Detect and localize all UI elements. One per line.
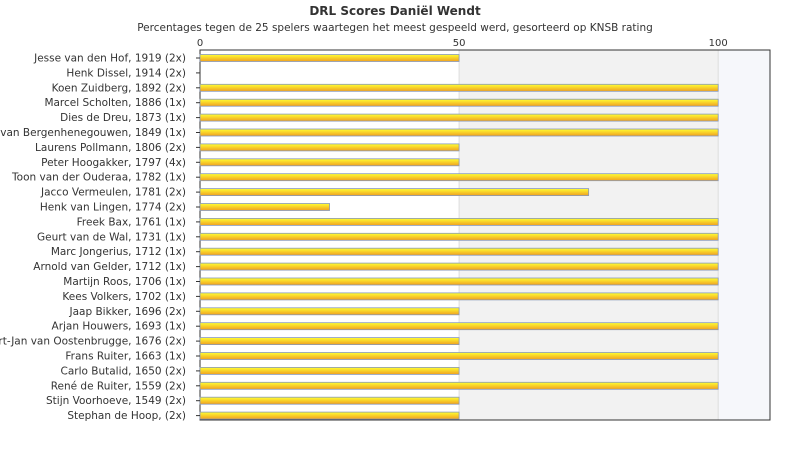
bar [199, 217, 719, 226]
category-label: Carlo Butalid, 1650 (2x) [61, 365, 187, 377]
category-label: Martijn Roos, 1706 (1x) [63, 276, 186, 288]
category-label: Jacco Vermeulen, 1781 (2x) [40, 187, 186, 199]
category-label: Koen Zuidberg, 1892 (2x) [52, 82, 186, 94]
category-label: Freek Bax, 1761 (1x) [77, 216, 186, 228]
category-label: Dies de Dreu, 1873 (1x) [60, 112, 186, 124]
category-label: Marcel Scholten, 1886 (1x) [44, 97, 186, 109]
category-label: Peter Hoogakker, 1797 (4x) [41, 157, 186, 169]
category-label: Henk Dissel, 1914 (2x) [66, 67, 186, 79]
bar [199, 247, 719, 256]
category-label: Ruud van Bergenhenegouwen, 1849 (1x) [0, 127, 186, 139]
bar [199, 396, 460, 405]
bar [199, 232, 719, 241]
bar [199, 262, 719, 271]
bar [199, 203, 330, 211]
bar [199, 381, 719, 390]
bar [199, 322, 719, 331]
chart-subtitle: Percentages tegen de 25 spelers waartege… [137, 22, 653, 34]
bar [199, 366, 460, 375]
category-label: Toon van der Ouderaa, 1782 (1x) [11, 172, 186, 184]
category-label: Kees Volkers, 1702 (1x) [62, 291, 186, 303]
category-label: René de Ruiter, 1559 (2x) [51, 380, 186, 392]
category-label: Arjan Houwers, 1693 (1x) [52, 321, 186, 333]
plot-band [718, 50, 770, 420]
bar [199, 292, 719, 301]
category-labels: Jesse van den Hof, 1919 (2x) Henk Dissel,… [0, 53, 200, 422]
x-tick-label: 50 [453, 38, 466, 49]
bar [199, 352, 719, 360]
bar [199, 54, 460, 62]
category-label: Frans Ruiter, 1663 (1x) [65, 351, 186, 363]
bar [199, 128, 719, 137]
category-label: Stephan de Hoop, (2x) [67, 410, 186, 422]
category-label: Jaap Bikker, 1696 (2x) [69, 306, 186, 318]
bar [199, 337, 460, 346]
bar [199, 173, 719, 182]
chart-title: DRL Scores Daniël Wendt [309, 4, 481, 18]
bar [199, 158, 460, 167]
category-label: Laurens Pollmann, 1806 (2x) [35, 142, 186, 154]
category-label: Marc Jongerius, 1712 (1x) [51, 246, 186, 258]
category-label: Geurt van de Wal, 1731 (1x) [37, 231, 186, 243]
bar [199, 113, 719, 122]
bar [199, 98, 719, 107]
bar [199, 307, 460, 316]
bar [199, 411, 460, 420]
category-label: Stijn Voorhoeve, 1549 (2x) [46, 395, 186, 407]
bar [199, 277, 719, 286]
x-tick-label: 100 [709, 38, 728, 49]
category-label: Jesse van den Hof, 1919 (2x) [33, 53, 186, 65]
x-axis-ticks: 0 50 100 [197, 38, 728, 49]
bar [199, 143, 460, 152]
bar [199, 188, 590, 197]
category-label: Henk van Lingen, 1774 (2x) [40, 202, 186, 214]
bar [199, 83, 719, 92]
category-label: Geert-Jan van Oostenbrugge, 1676 (2x) [0, 336, 186, 348]
category-label: Arnold van Gelder, 1712 (1x) [33, 261, 186, 273]
bars-group [199, 54, 719, 420]
x-tick-label: 0 [197, 38, 203, 49]
